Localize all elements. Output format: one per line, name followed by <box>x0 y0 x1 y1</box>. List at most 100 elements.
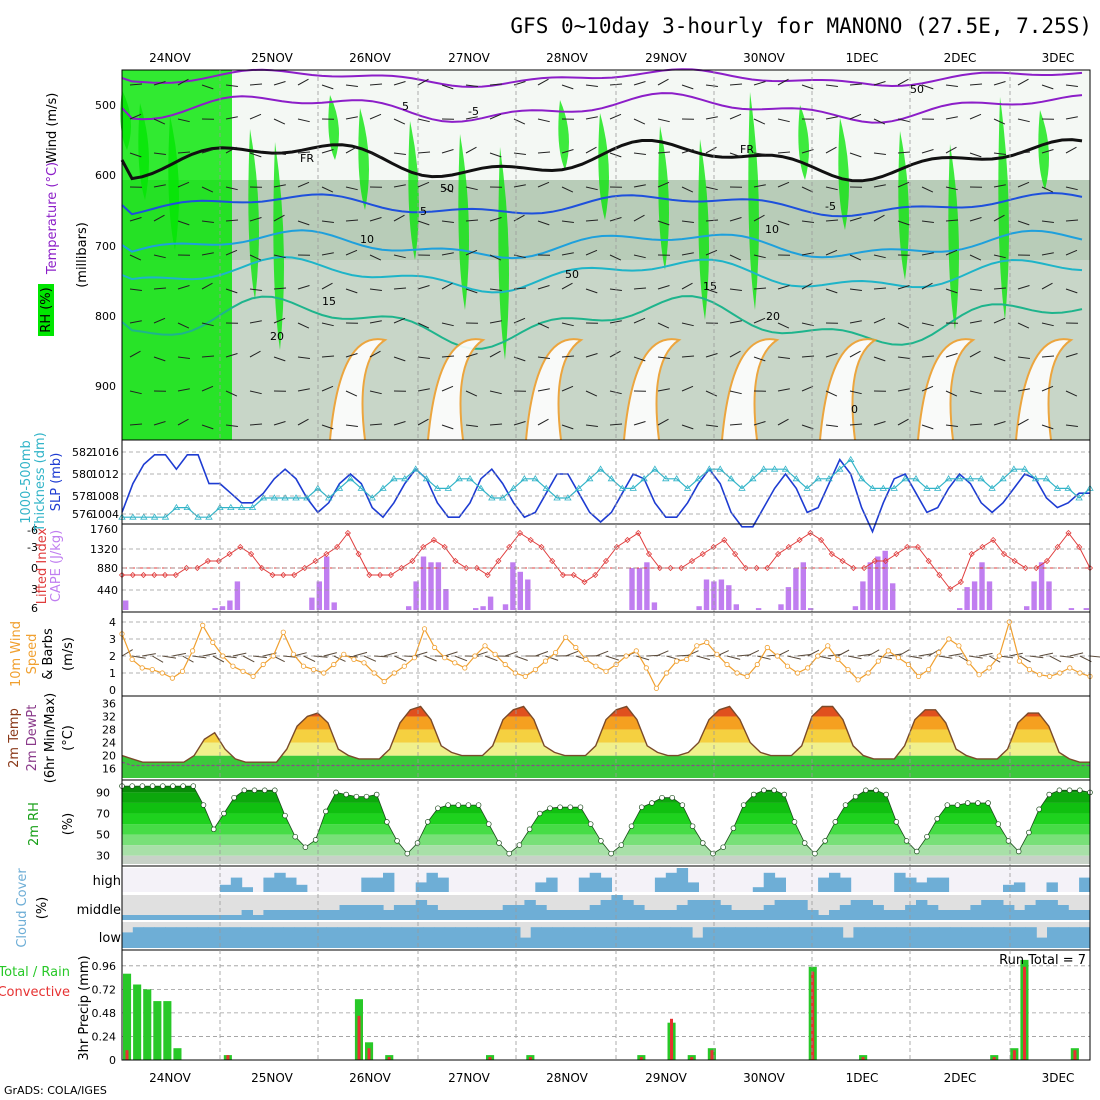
wind-barb <box>249 320 262 324</box>
top-date-label: 27NOV <box>448 51 490 65</box>
cape-bar <box>502 604 509 610</box>
cloud-bar <box>788 927 801 948</box>
wind-speed-marker <box>583 656 589 663</box>
wind-speed-marker <box>764 644 770 651</box>
cloud-bar <box>1025 927 1037 948</box>
rh-marker <box>710 850 716 857</box>
cape-bar <box>435 562 442 610</box>
cloud-bar <box>578 910 591 920</box>
rh-green-patch <box>558 100 569 170</box>
wind-barb <box>681 424 694 430</box>
cape-bar <box>1046 581 1052 610</box>
cloud-bar <box>567 910 580 920</box>
wind-barb <box>585 390 598 397</box>
wind-barb-10m <box>202 652 217 657</box>
cape-bar <box>785 587 792 610</box>
slp-line <box>121 454 1090 534</box>
thickness-marker <box>662 475 670 482</box>
cloud-bar <box>415 900 428 920</box>
lifted-index-marker <box>387 571 394 579</box>
wind-speed-marker <box>240 668 246 674</box>
upper-ytick: 900 <box>95 380 116 393</box>
wind-barb <box>969 390 982 395</box>
thickness-marker <box>879 484 888 491</box>
label-cloud-units: (%) <box>35 897 50 920</box>
thickness-marker <box>531 475 540 482</box>
wind10m-panel: 4 3 2 1 0 <box>109 616 1100 697</box>
rh-marker <box>149 783 156 789</box>
rh-marker <box>231 794 237 801</box>
rh-marker <box>190 783 197 789</box>
wind-barb <box>369 390 382 395</box>
wind-barb-10m <box>232 652 247 657</box>
wind-speed-marker <box>633 648 639 654</box>
lifted-index-marker <box>775 550 782 558</box>
thickness-marker <box>575 484 583 491</box>
wind-barb <box>537 285 550 290</box>
rh-marker <box>373 791 380 798</box>
wind-barb <box>201 355 215 358</box>
wind-barb <box>273 81 286 86</box>
wind-barb <box>1041 355 1055 358</box>
wind-barb-10m <box>746 649 760 657</box>
wind-barb <box>561 355 575 358</box>
rh-marker <box>669 794 675 801</box>
upper-ytick: 600 <box>95 169 116 182</box>
wind-barb <box>729 113 742 120</box>
slp-ytick: 1012 <box>91 468 119 481</box>
rh-marker <box>455 802 462 808</box>
thickness-marker <box>857 475 866 482</box>
wind-barb <box>345 219 359 222</box>
wind-barb <box>417 322 430 329</box>
bottom-date-label: 29NOV <box>645 1071 687 1085</box>
wind-barb <box>249 288 262 291</box>
chart-title: GFS 0~10day 3-hourly for MANONO (27.5E, … <box>510 14 1092 38</box>
wind-barb <box>585 84 598 87</box>
wind-speed-marker <box>341 651 347 657</box>
wind-barb <box>129 288 142 291</box>
top-date-label: 24NOV <box>149 51 191 65</box>
cape-bar <box>867 562 873 610</box>
rh-marker <box>1036 806 1042 813</box>
temp-contour <box>120 138 1083 183</box>
cloud-bar <box>372 905 384 920</box>
cloud-bar <box>600 877 612 892</box>
thickness-marker <box>846 455 855 462</box>
lifted-index-marker <box>140 571 147 579</box>
cloud-bar <box>459 910 471 920</box>
rh-green-patch <box>838 118 849 230</box>
cloud-bar <box>415 882 428 892</box>
wind-barb <box>801 220 814 223</box>
wind-barb <box>465 353 478 358</box>
wind-barb <box>705 84 718 87</box>
rh-marker <box>384 819 390 825</box>
rh-marker <box>353 793 360 800</box>
wind-barb <box>321 186 334 193</box>
rh-marker <box>587 821 594 827</box>
lifted-index-marker <box>936 571 943 579</box>
lifted-index-marker <box>957 578 964 586</box>
cape-bar <box>420 556 427 610</box>
cloud-bar <box>676 868 689 892</box>
wind-barb <box>993 152 1006 155</box>
wind-barb-10m <box>242 655 255 663</box>
wind-barb <box>633 287 647 290</box>
rh-marker <box>526 826 533 833</box>
wind-barb <box>297 356 310 359</box>
cloud-bar <box>589 905 602 920</box>
wind-barb <box>921 186 934 193</box>
wind-barb <box>1017 388 1030 392</box>
cloud-bar <box>1013 882 1026 892</box>
thickness-marker <box>216 503 224 510</box>
cloud-bar <box>807 910 819 920</box>
wind-barb <box>153 81 166 86</box>
cloud-bar <box>251 927 263 948</box>
wind-speed-marker <box>1037 672 1043 678</box>
lifted-index-marker <box>204 557 212 565</box>
label-temperature: Temperature (°C) <box>45 162 60 275</box>
label-wind: Wind (m/s) <box>45 93 60 164</box>
cloud-bar <box>546 877 558 892</box>
temp-ytick: 20 <box>102 750 116 763</box>
thickness-marker <box>542 484 550 491</box>
wind-speed-marker <box>926 666 932 673</box>
